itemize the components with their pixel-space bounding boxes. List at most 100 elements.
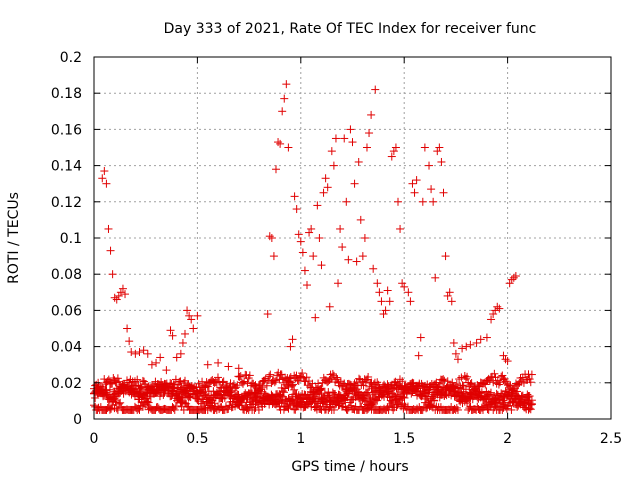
data-point: [484, 374, 493, 383]
data-point: [350, 379, 359, 388]
data-point: [348, 138, 357, 147]
data-point: [432, 402, 441, 411]
data-point: [350, 179, 359, 188]
data-point: [495, 304, 504, 313]
data-point: [509, 385, 518, 394]
data-point: [413, 404, 422, 413]
data-point: [449, 338, 458, 347]
data-point: [166, 379, 175, 388]
data-point: [231, 402, 240, 411]
data-point: [371, 85, 380, 94]
data-point: [266, 370, 275, 379]
data-point: [406, 297, 415, 306]
data-point: [108, 270, 117, 279]
data-point: [456, 383, 465, 392]
data-point: [398, 279, 407, 288]
data-point: [364, 388, 373, 397]
data-point: [135, 348, 144, 357]
data-point: [265, 372, 274, 381]
data-point: [373, 396, 382, 405]
data-point: [169, 404, 178, 413]
data-point: [178, 338, 187, 347]
data-point: [112, 295, 121, 304]
data-point: [237, 401, 246, 410]
data-point: [270, 378, 279, 387]
data-point: [511, 390, 520, 399]
data-point: [507, 405, 516, 414]
data-point: [114, 291, 123, 300]
y-tick-label: 0: [73, 412, 82, 428]
data-point: [379, 310, 388, 319]
data-point: [383, 380, 392, 389]
data-point: [316, 386, 325, 395]
data-point: [314, 379, 323, 388]
data-point: [265, 400, 274, 409]
data-point: [130, 377, 139, 386]
y-tick-label: 0.14: [51, 159, 82, 175]
data-point: [284, 404, 293, 413]
data-point: [278, 374, 287, 383]
data-point: [356, 375, 365, 384]
data-point: [325, 375, 334, 384]
data-point: [131, 349, 140, 358]
data-point: [393, 197, 402, 206]
data-point: [224, 404, 233, 413]
data-point: [323, 183, 332, 192]
data-point: [433, 147, 442, 156]
data-point: [391, 143, 400, 152]
data-point: [358, 252, 367, 261]
data-point: [321, 174, 330, 183]
data-point: [499, 351, 508, 360]
data-point: [147, 360, 156, 369]
data-point: [462, 342, 471, 351]
data-points: [90, 80, 536, 414]
data-point: [285, 374, 294, 383]
data-point: [224, 362, 233, 371]
data-point: [509, 273, 518, 282]
data-point: [309, 252, 318, 261]
data-point: [498, 371, 507, 380]
data-point: [367, 110, 376, 119]
data-point: [306, 383, 315, 392]
data-point: [387, 152, 396, 161]
data-point: [288, 335, 297, 344]
data-point: [185, 392, 194, 401]
data-point: [265, 232, 274, 241]
data-point: [286, 373, 295, 382]
data-point: [240, 377, 249, 386]
data-point: [426, 401, 435, 410]
data-point: [123, 324, 132, 333]
data-point: [383, 286, 392, 295]
data-point: [447, 297, 456, 306]
data-point: [463, 372, 472, 381]
y-axis-title: ROTI / TECUs: [6, 192, 22, 284]
data-point: [506, 381, 515, 390]
data-point: [236, 372, 245, 381]
data-point: [329, 405, 338, 414]
data-point: [112, 404, 121, 413]
data-point: [381, 306, 390, 315]
data-point: [203, 360, 212, 369]
data-point: [385, 297, 394, 306]
grid-lines: [94, 57, 611, 419]
data-point: [216, 383, 225, 392]
data-point: [375, 288, 384, 297]
data-point: [472, 338, 481, 347]
data-point: [400, 400, 409, 409]
data-point: [498, 405, 507, 414]
data-point: [327, 147, 336, 156]
data-point: [232, 383, 241, 392]
data-point: [356, 215, 365, 224]
data-point: [207, 377, 216, 386]
data-point: [513, 387, 522, 396]
data-point: [445, 288, 454, 297]
data-point: [303, 281, 312, 290]
data-point: [342, 197, 351, 206]
data-point: [296, 237, 305, 246]
data-point: [127, 348, 136, 357]
data-point: [133, 375, 142, 384]
data-point: [275, 375, 284, 384]
data-point: [332, 373, 341, 382]
data-point: [410, 188, 419, 197]
